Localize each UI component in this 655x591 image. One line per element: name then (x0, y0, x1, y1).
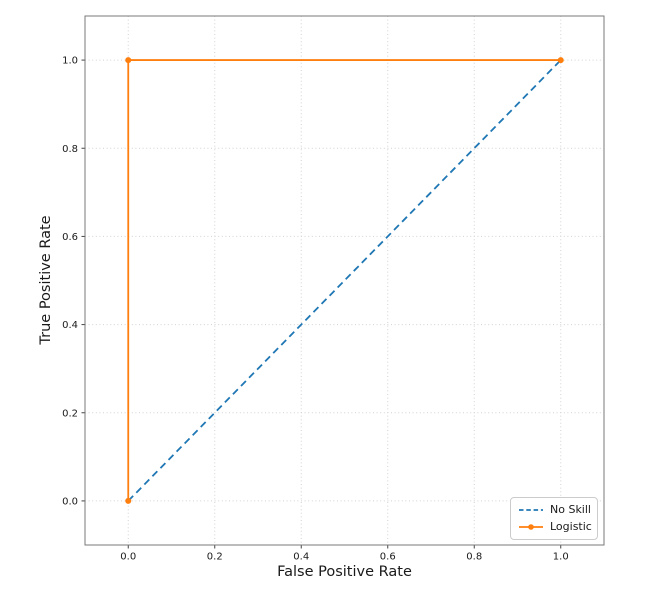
x-tick-label: 1.0 (553, 552, 569, 563)
x-axis-label: False Positive Rate (277, 564, 412, 580)
legend-label-logistic: Logistic (550, 520, 592, 533)
y-tick-label: 0.6 (62, 232, 78, 243)
series-marker-logistic (125, 497, 132, 504)
x-tick-label: 0.6 (380, 552, 396, 563)
legend: No Skill Logistic (510, 497, 598, 540)
y-tick-label: 0.2 (62, 408, 78, 419)
legend-label-no-skill: No Skill (550, 503, 591, 516)
y-axis-label: True Positive Rate (38, 215, 54, 345)
series-marker-logistic (557, 57, 564, 64)
legend-entry-logistic: Logistic (518, 520, 592, 533)
x-tick-label: 0.2 (207, 552, 223, 563)
y-tick-label: 0.4 (62, 320, 78, 331)
y-tick-label: 1.0 (62, 56, 78, 67)
x-tick-label: 0.0 (120, 552, 136, 563)
x-tick-label: 0.8 (466, 552, 482, 563)
axes-spines (84, 15, 605, 546)
x-tick-label: 0.4 (293, 552, 309, 563)
legend-dashed-line-icon (518, 504, 544, 516)
y-tick-label: 0.0 (62, 496, 78, 507)
y-tick-label: 0.8 (62, 144, 78, 155)
series-line-no-skill (127, 59, 562, 502)
legend-marker-line-icon (518, 521, 544, 533)
series-marker-logistic (125, 57, 132, 64)
legend-entry-no-skill: No Skill (518, 503, 591, 516)
